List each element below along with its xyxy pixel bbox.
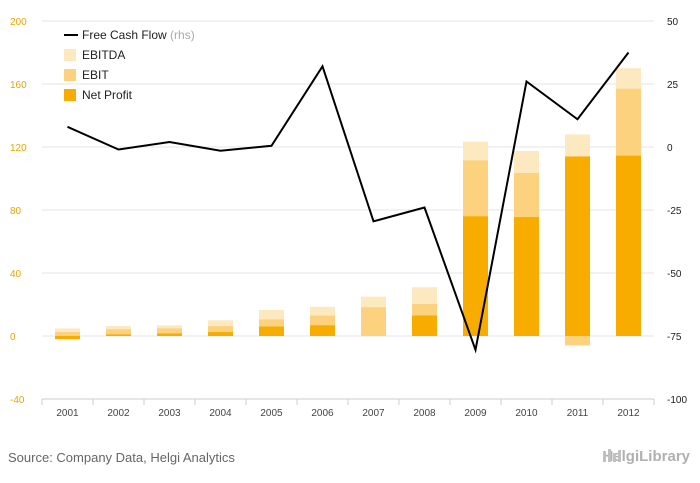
legend-label-free-cash-flow: Free Cash Flow (rhs) [82,28,195,42]
left-axis-tick: 200 [10,17,27,28]
legend-label-ebitda: EBITDA [82,48,125,62]
left-axis-tick: 120 [10,143,27,154]
x-axis-label: 2004 [209,408,232,419]
right-axis-tick: -75 [667,332,682,343]
left-axis-tick: -40 [10,395,25,406]
legend-label-net-profit: Net Profit [82,88,133,102]
bar-net-profit [208,332,233,336]
legend-rhs-note: (rhs) [170,28,195,42]
bar-net-profit [259,326,284,336]
x-axis-label: 2010 [515,408,538,419]
bar-ebit [361,307,386,336]
source-note: Source: Company Data, Helgi Analytics [8,450,235,465]
right-axis-tick: 50 [667,17,679,28]
chart: -40 0 40 80 120 160 200 -100 -75 -50 -25 0 25 50 2001 2… [10,17,687,419]
left-axis-tick: 0 [10,332,16,343]
left-axis-tick: 160 [10,80,27,91]
x-axis-label: 2006 [311,408,334,419]
left-axis-tick: 80 [10,206,22,217]
bar-net-profit [157,333,182,336]
bar-ebit [106,329,131,336]
bar-ebit [208,326,233,336]
x-axis-label: 2003 [158,408,181,419]
right-axis-tick: -100 [667,395,687,406]
x-axis-label: 2002 [107,408,130,419]
x-axis-label: 2011 [567,408,589,419]
legend-swatch-net-profit [64,89,76,101]
right-axis-tick: 0 [667,143,673,154]
library-icon [603,449,622,462]
bar-net-profit [616,155,641,336]
bar-net-profit [310,325,335,336]
bar-ebit [157,328,182,336]
bar-ebit [565,336,590,346]
x-axis-label: 2007 [362,408,385,419]
bar-net-profit [463,216,488,336]
left-axis-tick: 40 [10,269,22,280]
right-axis-tick: -25 [667,206,682,217]
bar-net-profit [412,315,437,336]
line-free-cash-flow [67,51,630,354]
bar-net-profit [565,156,590,336]
x-axis-label: 2009 [464,408,487,419]
bar-ebit [55,332,80,336]
right-axis-tick: -50 [667,269,682,280]
bar-net-profit [514,217,539,336]
brand-text: HelgiLibrary [602,448,690,465]
x-axis-label: 2008 [413,408,436,419]
legend-swatch-ebitda [64,49,76,61]
right-axis-tick: 25 [667,80,679,91]
bar-net-profit [55,336,80,340]
x-axis-label: 2005 [260,408,283,419]
x-axis-label: 2001 [56,408,79,419]
brand-logo: HelgiLibrary [602,448,690,465]
legend-swatch-ebit [64,69,76,81]
legend-label-ebit: EBIT [82,68,109,82]
bar-net-profit [106,334,131,336]
x-axis-label: 2012 [617,408,640,419]
